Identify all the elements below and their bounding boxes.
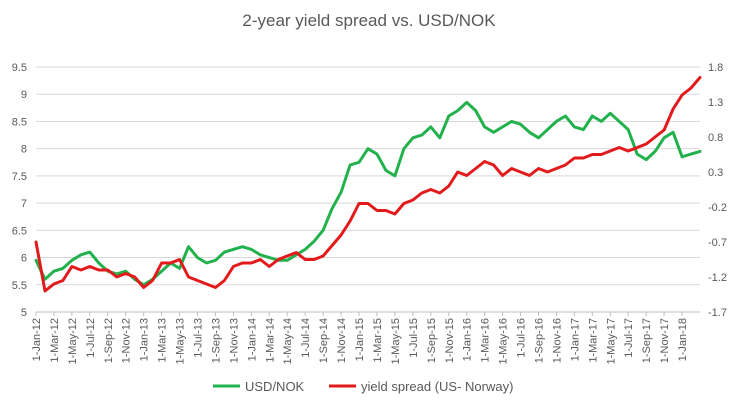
x-tick-label: 1-Mar-16 bbox=[480, 318, 492, 363]
x-tick-label: 1-Sep-17 bbox=[641, 318, 653, 363]
y-left-tick-label: 6.5 bbox=[12, 225, 27, 237]
x-tick-label: 1-May-13 bbox=[175, 318, 187, 364]
y-axis-left: 5 5.5 6 6.5 7 7.5 8 8.5 9 9.5 bbox=[12, 62, 27, 319]
x-tick-label: 1-Nov-15 bbox=[444, 318, 456, 363]
y-right-tick-label: 1.3 bbox=[708, 97, 723, 109]
x-tick-label: 1-Nov-12 bbox=[121, 318, 133, 363]
y-left-tick-label: 7.5 bbox=[12, 171, 27, 183]
y-left-tick-label: 9 bbox=[21, 89, 27, 101]
x-tick-label: 1-Mar-15 bbox=[372, 318, 384, 363]
x-tick-label: 1-Jul-17 bbox=[623, 318, 635, 358]
y-left-tick-label: 8 bbox=[21, 144, 27, 156]
x-tick-label: 1-Sep-12 bbox=[103, 318, 115, 363]
legend: USD/NOK yield spread (US- Norway) bbox=[213, 379, 513, 394]
x-tick-label: 1-Mar-12 bbox=[49, 318, 61, 363]
x-tick-label: 1-May-17 bbox=[605, 318, 617, 364]
y-left-tick-label: 8.5 bbox=[12, 116, 27, 128]
y-left-tick-label: 5 bbox=[21, 307, 27, 319]
y-axis-right: -1.7 -1.2 -0.7 -0.2 0.3 0.8 1.3 1.8 bbox=[708, 62, 727, 319]
x-tick-label: 1-Jan-17 bbox=[569, 318, 581, 361]
chart-title: 2-year yield spread vs. USD/NOK bbox=[242, 11, 496, 30]
x-tick-label: 1-Jan-14 bbox=[246, 318, 258, 361]
series-line-yield-spread bbox=[34, 76, 702, 293]
y-right-tick-label: -0.2 bbox=[708, 202, 727, 214]
x-tick-label: 1-Sep-14 bbox=[318, 318, 330, 363]
legend-label-usdnok: USD/NOK bbox=[245, 379, 305, 394]
x-tick-label: 1-Jul-16 bbox=[516, 318, 528, 358]
y-right-tick-label: -1.2 bbox=[708, 272, 727, 284]
y-left-tick-label: 9.5 bbox=[12, 62, 27, 74]
y-left-tick-label: 7 bbox=[21, 198, 27, 210]
x-tick-label: 1-May-14 bbox=[282, 318, 294, 364]
x-axis: 1-Jan-12 1-Mar-12 1-May-12 1-Jul-12 1-Sep-12… bbox=[31, 311, 700, 364]
x-tick-label: 1-Nov-14 bbox=[336, 318, 348, 363]
x-tick-label: 1-May-16 bbox=[498, 318, 510, 364]
x-tick-label: 1-Jan-15 bbox=[354, 318, 366, 361]
x-tick-label: 1-Jan-12 bbox=[31, 318, 43, 361]
x-tick-label: 1-Jan-16 bbox=[462, 318, 474, 361]
x-tick-label: 1-Jan-18 bbox=[677, 318, 689, 361]
x-tick-label: 1-Mar-14 bbox=[264, 318, 276, 363]
y-right-tick-label: 1.8 bbox=[708, 62, 723, 74]
y-right-tick-label: 0.8 bbox=[708, 132, 723, 144]
gridlines bbox=[36, 66, 700, 313]
x-tick-label: 1-Sep-13 bbox=[210, 318, 222, 363]
x-tick-label: 1-Mar-17 bbox=[587, 318, 599, 363]
x-tick-label: 1-Nov-16 bbox=[551, 318, 563, 363]
y-right-tick-label: -1.7 bbox=[708, 307, 727, 319]
x-tick-label: 1-Jul-15 bbox=[408, 318, 420, 358]
x-tick-label: 1-May-15 bbox=[390, 318, 402, 364]
x-tick-label: 1-May-12 bbox=[67, 318, 79, 364]
x-tick-label: 1-Nov-13 bbox=[228, 318, 240, 363]
x-tick-label: 1-Sep-15 bbox=[426, 318, 438, 363]
x-tick-label: 1-Jan-13 bbox=[139, 318, 151, 361]
x-tick-label: 1-Nov-17 bbox=[659, 318, 671, 363]
x-tick-label: 1-Jul-14 bbox=[300, 318, 312, 358]
x-tick-label: 1-Jul-13 bbox=[193, 318, 205, 358]
x-tick-label: 1-Jul-12 bbox=[85, 318, 97, 358]
legend-label-yield-spread: yield spread (US- Norway) bbox=[361, 379, 513, 394]
y-right-tick-label: 0.3 bbox=[708, 167, 723, 179]
y-left-tick-label: 5.5 bbox=[12, 280, 27, 292]
series-line-usdnok bbox=[34, 100, 702, 287]
x-tick-label: 1-Sep-16 bbox=[533, 318, 545, 363]
y-right-tick-label: -0.7 bbox=[708, 237, 727, 249]
series-lines bbox=[34, 76, 702, 293]
x-tick-label: 1-Mar-13 bbox=[157, 318, 169, 363]
y-left-tick-label: 6 bbox=[21, 253, 27, 265]
